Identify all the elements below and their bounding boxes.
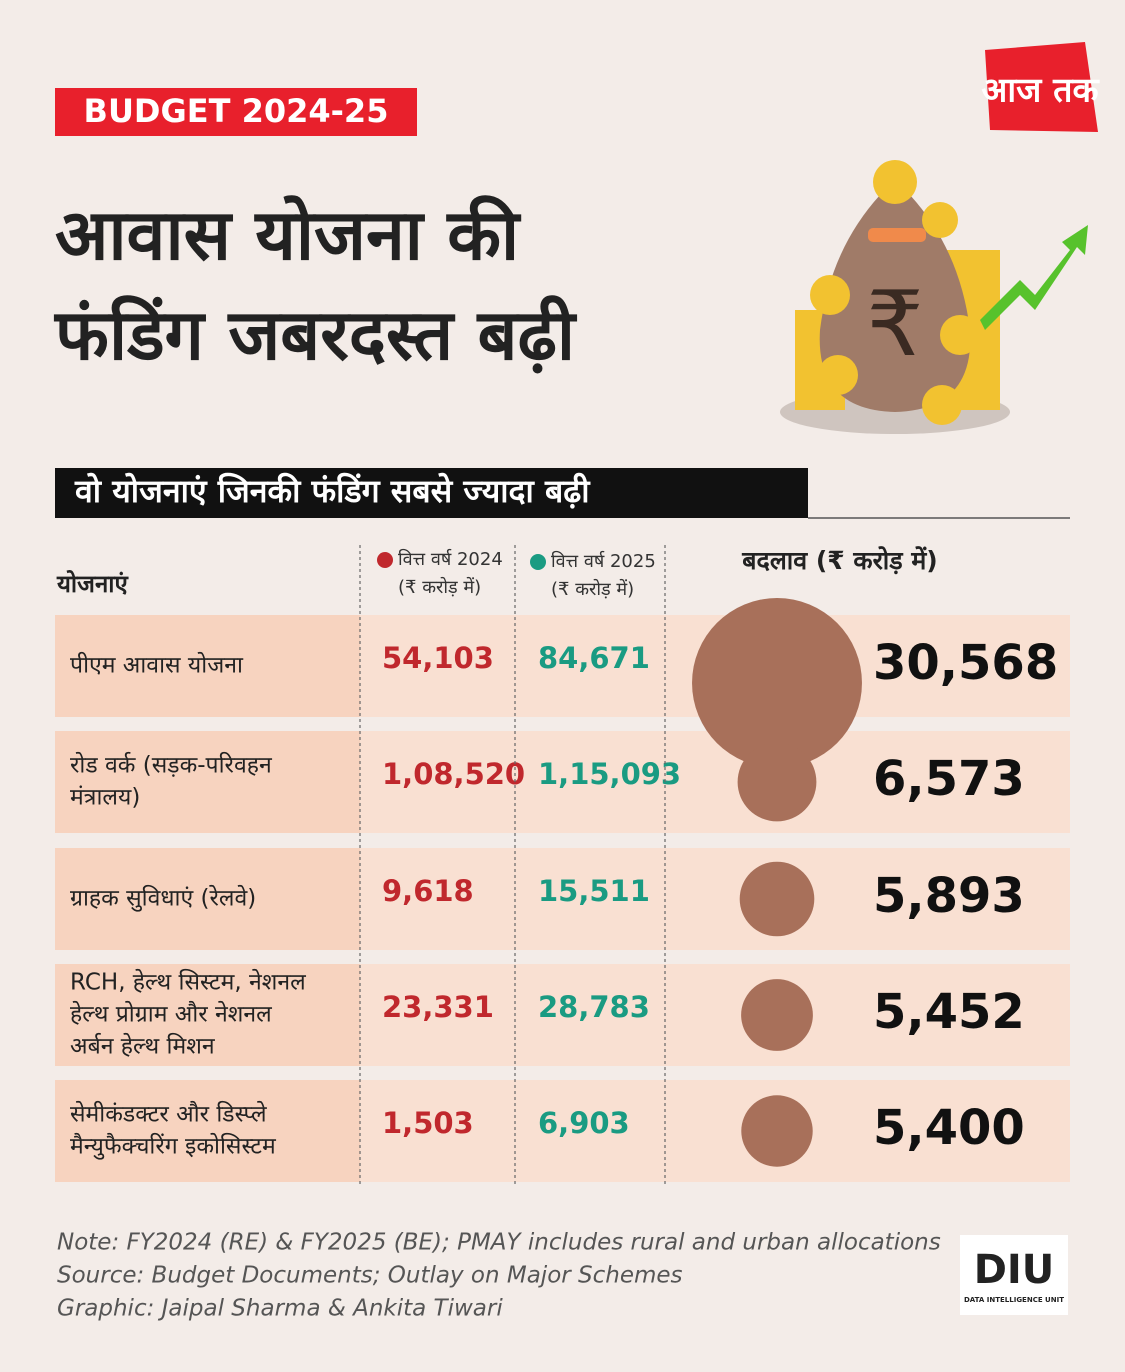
row-cell [360,1080,1070,1182]
fy2025-value: 6,903 [538,1106,630,1140]
row-cell [360,731,1070,833]
scheme-name: ग्राहक सुविधाएं (रेलवे) [70,885,256,913]
change-bubble [739,861,815,937]
scheme-name: पीएम आवास योजना [70,652,244,679]
legend-dot [530,554,546,570]
tag-box [55,88,417,136]
brand-box [960,1235,1068,1315]
row-cell [55,964,360,1066]
title-line: फंडिंग जबरदस्त बढ़ी [53,294,578,376]
column-header: वित्त वर्ष 2024 [398,548,503,570]
fy2025-value: 15,511 [538,874,650,908]
column-header: वित्त वर्ष 2025 [551,550,656,572]
scheme-name: रोड वर्क (सड़क-परिवहन [70,752,273,779]
row-cell [55,615,360,717]
row-cell [55,731,360,833]
subtitle: वो योजनाएं जिनकी फंडिंग सबसे ज्यादा बढ़ी [74,472,591,510]
row-cell [55,848,360,950]
fy2025-value: 28,783 [538,990,650,1024]
logo: आज तक [981,71,1100,111]
change-bubble [692,598,862,768]
change-bubble [741,1095,813,1167]
fy2025-value: 84,671 [538,641,650,675]
change-value: 30,568 [873,635,1058,691]
subtitle-box [55,468,808,518]
fy2024-value: 23,331 [382,990,494,1024]
note: Note: FY2024 (RE) & FY2025 (BE); PMAY in… [57,1230,941,1256]
bubbles: 30,568 6,573 5,893 5,452 5,400 [692,598,1058,1167]
scheme-name: अर्बन हेल्थ मिशन [70,1033,216,1060]
scheme-name: हेल्थ प्रोग्राम और नेशनल [70,1001,272,1028]
scheme-name: सेमीकंडक्टर और डिस्प्ले [70,1101,267,1128]
row-cell [360,848,1070,950]
fy2024-value: 1,08,520 [382,757,525,791]
column-header: बदलाव (₹ करोड़ में) [741,546,937,575]
fy2024-value: 54,103 [382,641,494,675]
fy2024-value: 9,618 [382,874,474,908]
column-header: (₹ करोड़ में) [398,576,481,598]
scheme-name: RCH, हेल्थ सिस्टम, नेशनल [70,969,306,996]
fy2024-value: 1,503 [382,1106,474,1140]
title-line: आवास योजना की [55,194,522,276]
column-header: (₹ करोड़ में) [551,578,634,600]
brand-subtitle: DATA INTELLIGENCE UNIT [964,1296,1064,1304]
money-bag-illustration: ₹ [780,160,1088,434]
row-cell [360,964,1070,1066]
brand: DIU [974,1247,1055,1293]
row-cell [55,1080,360,1182]
column-dividers [359,545,666,1185]
fy2025-value: 1,15,093 [538,757,681,791]
note: Source: Budget Documents; Outlay on Majo… [57,1263,683,1289]
legend-dot [377,552,393,568]
change-bubble [741,979,813,1051]
change-value: 5,452 [873,984,1025,1040]
note: Graphic: Jaipal Sharma & Ankita Tiwari [57,1296,503,1322]
scheme-name: मंत्रालय) [70,785,140,811]
change-value: 5,893 [873,868,1025,924]
change-value: 5,400 [873,1100,1025,1156]
column-header: योजनाएं [56,570,129,598]
logo-shape [985,42,1098,132]
tag: BUDGET 2024-25 [84,92,389,130]
scheme-name: मैन्युफैक्चरिंग इकोसिस्टम [70,1133,277,1161]
change-value: 6,573 [873,751,1025,807]
svg-text:₹: ₹ [866,272,923,377]
change-bubble [737,742,817,822]
